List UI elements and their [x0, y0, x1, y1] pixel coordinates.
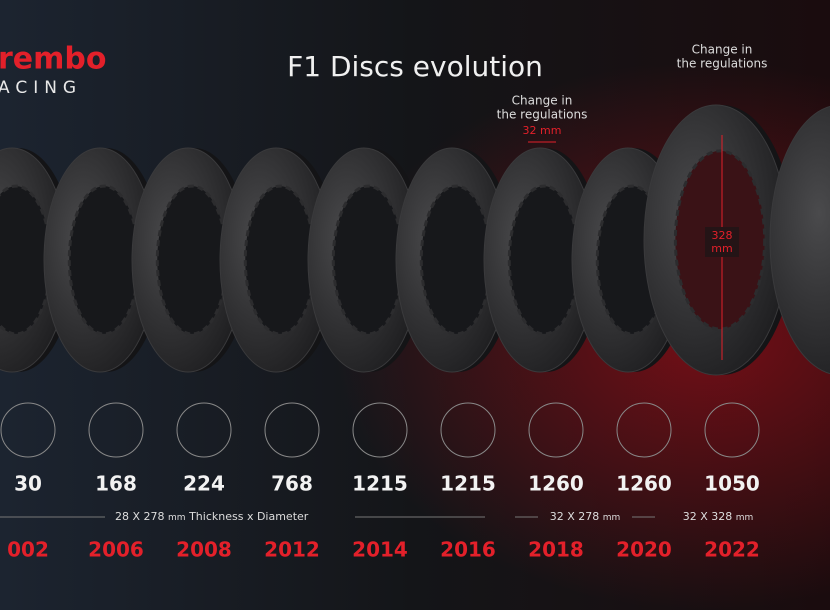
- disc-hole: [67, 184, 141, 336]
- hole-count: 168: [95, 472, 137, 496]
- hole-icon: [704, 402, 760, 458]
- disc-hole: [155, 184, 229, 336]
- hole-count: 30: [14, 472, 42, 496]
- hole-icon: [352, 402, 408, 458]
- hole-icon: [528, 402, 584, 458]
- disc-hole: [243, 184, 317, 336]
- spec-size: 32 X 278: [550, 510, 600, 523]
- spec-size: 28 X 278: [115, 510, 165, 523]
- spec: 28 X 278 mm Thickness x Diameter: [115, 510, 309, 523]
- year: 2020: [616, 538, 672, 562]
- year: 2016: [440, 538, 496, 562]
- disc-hole: [419, 184, 493, 336]
- spec-size: 32 X 328: [683, 510, 733, 523]
- annotation-measure: 32 mm: [523, 124, 562, 137]
- annotation-measure: 328: [712, 229, 733, 242]
- spec-unit: mm: [736, 513, 754, 523]
- disc-face: [769, 105, 830, 375]
- hole-count: 224: [183, 472, 225, 496]
- hole-count: 1215: [440, 472, 496, 496]
- hole-count: 1260: [616, 472, 672, 496]
- hole-icon: [0, 402, 56, 458]
- year: 2006: [88, 538, 144, 562]
- title: F1 Discs evolution: [287, 50, 543, 83]
- annotation-line: Change in: [692, 43, 753, 57]
- hole-icon: [176, 402, 232, 458]
- discs: 30 002 168 2006 224 2008 768 2012 1215 2014 1215 20…: [0, 104, 830, 562]
- annotation-line: the regulations: [677, 57, 768, 71]
- spec-unit: mm: [603, 513, 621, 523]
- annotation-line: the regulations: [497, 108, 588, 122]
- year: 2022: [704, 538, 760, 562]
- hole-icon: [264, 402, 320, 458]
- spec: 32 X 278 mm: [550, 510, 621, 523]
- annotation-measure: mm: [711, 242, 732, 255]
- logo-line1: rembo: [0, 42, 107, 77]
- year: 002: [7, 538, 49, 562]
- hole-icon: [88, 402, 144, 458]
- year: 2008: [176, 538, 232, 562]
- hole-count: 1050: [704, 472, 760, 496]
- disc-hole: [331, 184, 405, 336]
- spec-note: Thickness x Diameter: [188, 510, 309, 523]
- measure-bg: [705, 227, 739, 257]
- hole-icon: [440, 402, 496, 458]
- logo-line2: ACING: [0, 78, 82, 98]
- disc-hole: [507, 184, 581, 336]
- annotation-line: Change in: [512, 94, 573, 108]
- hole-icon: [616, 402, 672, 458]
- spec-unit: mm: [168, 513, 186, 523]
- hole-count: 1260: [528, 472, 584, 496]
- year: 2012: [264, 538, 320, 562]
- year: 2014: [352, 538, 408, 562]
- hole-count: 1215: [352, 472, 408, 496]
- spec: 32 X 328 mm: [683, 510, 754, 523]
- year: 2018: [528, 538, 584, 562]
- hole-count: 768: [271, 472, 313, 496]
